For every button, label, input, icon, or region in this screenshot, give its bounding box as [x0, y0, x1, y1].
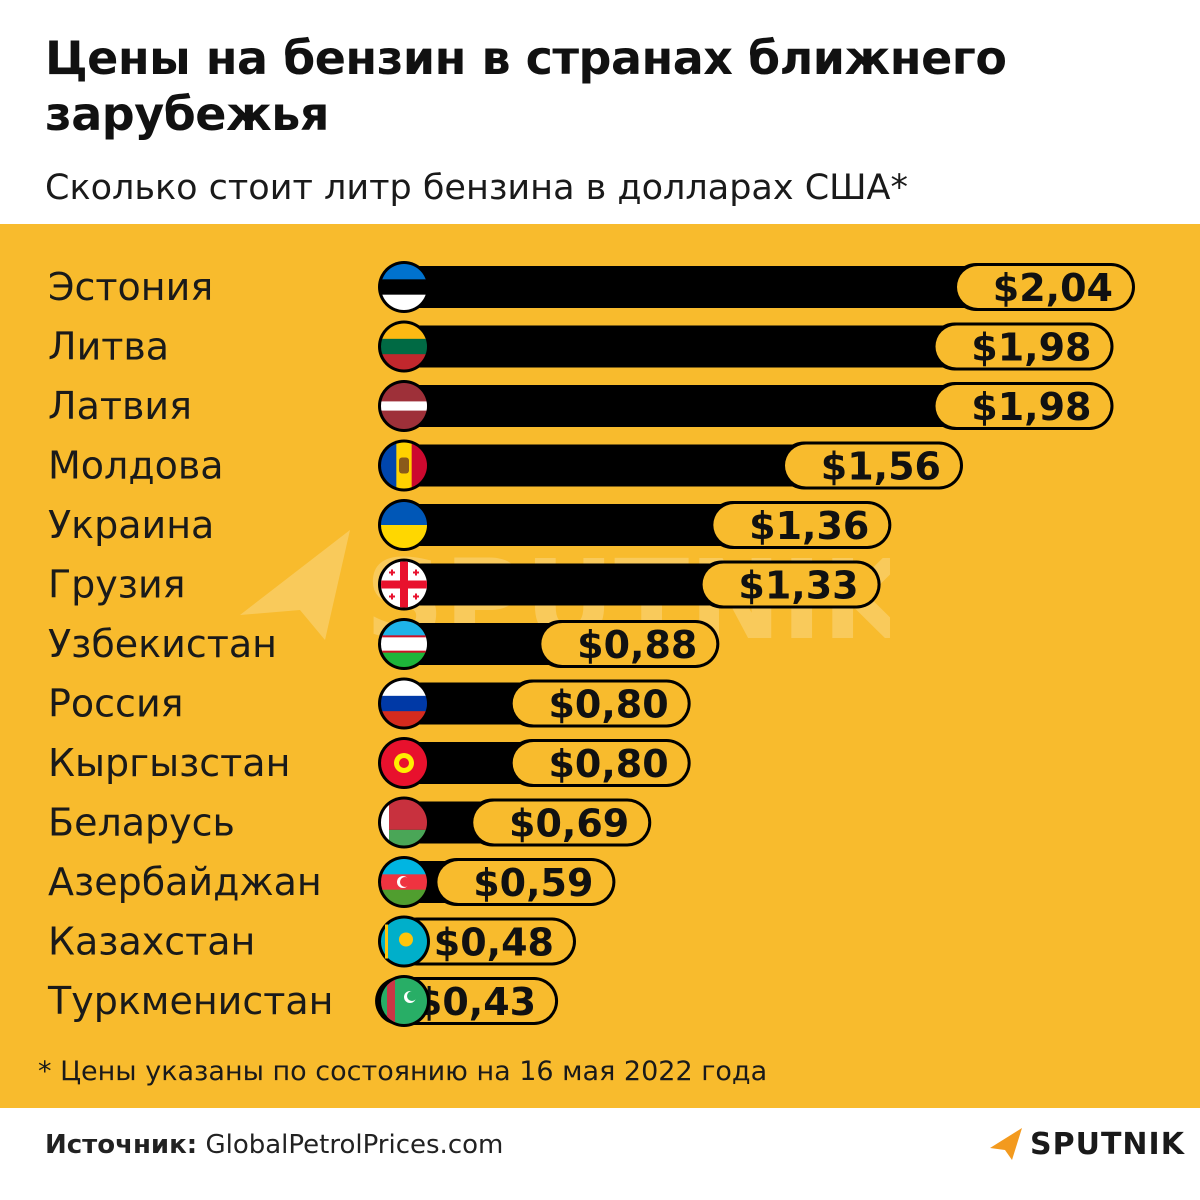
estonia-flag-icon: [378, 261, 430, 313]
category-label: Беларусь: [48, 801, 235, 845]
value-label-fill: [541, 623, 717, 665]
value-label-text: $0,48: [434, 921, 554, 965]
bar-row: Россия $0,80: [48, 677, 691, 730]
value-label-fill: [512, 682, 688, 725]
value-label-fill: [398, 920, 573, 963]
bar-row: Литва $1,98: [48, 320, 1114, 373]
bar-row: Грузия $1,33: [48, 558, 881, 611]
footer: [0, 1108, 1200, 1200]
value-label-fill: [785, 444, 960, 487]
bar-row: Казахстан $0,48: [48, 915, 576, 968]
value-label: $1,36: [708, 501, 892, 549]
bar-row: Азербайджан $0,59: [48, 856, 616, 908]
sputnik-logo-text: SPUTNIK: [1030, 1126, 1185, 1162]
value-label-fill: [473, 801, 649, 844]
value-label-text: $1,98: [971, 385, 1091, 429]
value-label-fill: [437, 861, 613, 903]
sputnik-logo-icon: [990, 1128, 1022, 1160]
value-label-fill: [957, 266, 1132, 308]
source-value: GlobalPetrolPrices.com: [205, 1130, 504, 1160]
category-label: Азербайджан: [48, 860, 322, 904]
bar-row: Беларусь $0,69: [48, 796, 652, 849]
bar-row: Кыргызстан $0,80: [48, 737, 691, 789]
value-label: $2,04: [952, 263, 1135, 311]
lithuania-flag-icon: [378, 320, 430, 373]
value-label-text: $0,80: [548, 742, 668, 786]
bar-row: Эстония $2,04: [48, 261, 1135, 313]
moldova-flag-icon: [378, 439, 430, 492]
value-label-text: $0,69: [509, 802, 629, 846]
category-label: Россия: [48, 682, 184, 726]
bar: [404, 504, 744, 546]
bar: [404, 325, 966, 368]
value-label-fill: [713, 504, 889, 546]
value-label: $0,48: [393, 917, 576, 966]
value-label: $0,88: [536, 620, 720, 668]
value-label-text: $1,56: [821, 445, 941, 489]
category-label: Узбекистан: [48, 622, 277, 666]
value-label-text: $0,80: [548, 683, 668, 727]
category-label: Кыргызстан: [48, 741, 290, 785]
bar-row: Туркменистан $0,43: [47, 975, 559, 1027]
chart-subtitle: Сколько стоит литр бензина в долларах СШ…: [45, 168, 909, 208]
latvia-flag-icon: [378, 380, 430, 432]
value-label-text: $0,59: [473, 861, 593, 905]
value-label: $0,69: [468, 798, 652, 847]
category-label: Туркменистан: [47, 979, 334, 1023]
value-label: $0,80: [507, 739, 691, 787]
footnote: * Цены указаны по состоянию на 16 мая 20…: [38, 1056, 768, 1087]
value-label-fill: [702, 563, 878, 606]
value-label: $1,56: [780, 441, 963, 490]
category-label: Молдова: [48, 444, 224, 488]
azerbaijan-flag-icon: [378, 856, 430, 908]
bar: [404, 266, 987, 308]
bar-row: Узбекистан $0,88: [48, 618, 720, 670]
value-label-text: $1,33: [738, 564, 858, 608]
category-label: Грузия: [48, 563, 186, 607]
source-line: Источник: GlobalPetrolPrices.com: [45, 1128, 503, 1162]
bar: [404, 385, 966, 427]
value-label-text: $2,04: [993, 266, 1113, 310]
category-label: Латвия: [48, 384, 192, 428]
turkmenistan-flag-icon: [378, 975, 430, 1027]
georgia-flag-icon: [378, 558, 430, 611]
value-label-text: $1,98: [971, 326, 1091, 370]
value-label: $0,80: [507, 679, 691, 728]
value-label: $0,59: [432, 858, 616, 906]
value-label-text: $0,88: [577, 623, 697, 667]
ukraine-flag-icon: [378, 499, 430, 551]
chart-title: Цены на бензин в странах ближнего зарубе…: [45, 31, 1007, 141]
category-label: Литва: [48, 325, 169, 369]
bar: [404, 563, 733, 606]
uzbekistan-flag-icon: [378, 618, 430, 670]
value-label: $1,98: [930, 382, 1114, 430]
value-label-text: $0,43: [416, 980, 536, 1024]
value-label-fill: [935, 325, 1111, 368]
value-label-fill: [512, 742, 688, 784]
russia-flag-icon: [378, 677, 430, 730]
category-label: Украина: [48, 503, 214, 547]
source-label: Источник:: [45, 1130, 198, 1160]
kazakhstan-flag-icon: [378, 915, 430, 968]
category-label: Казахстан: [48, 920, 255, 964]
value-label-text: $1,36: [749, 504, 869, 548]
value-label: $1,33: [697, 560, 881, 609]
category-label: Эстония: [48, 265, 213, 309]
sputnik-logo: SPUTNIK: [988, 1124, 1185, 1164]
bar-row: Молдова $1,56: [48, 439, 963, 492]
bar: [404, 444, 815, 487]
bar-row: Украина $1,36: [48, 499, 892, 551]
value-label: $1,98: [930, 322, 1114, 371]
bar-row: Латвия $1,98: [48, 380, 1114, 432]
value-label-fill: [935, 385, 1111, 427]
belarus-flag-icon: [378, 796, 430, 849]
kyrgyzstan-flag-icon: [378, 737, 430, 789]
